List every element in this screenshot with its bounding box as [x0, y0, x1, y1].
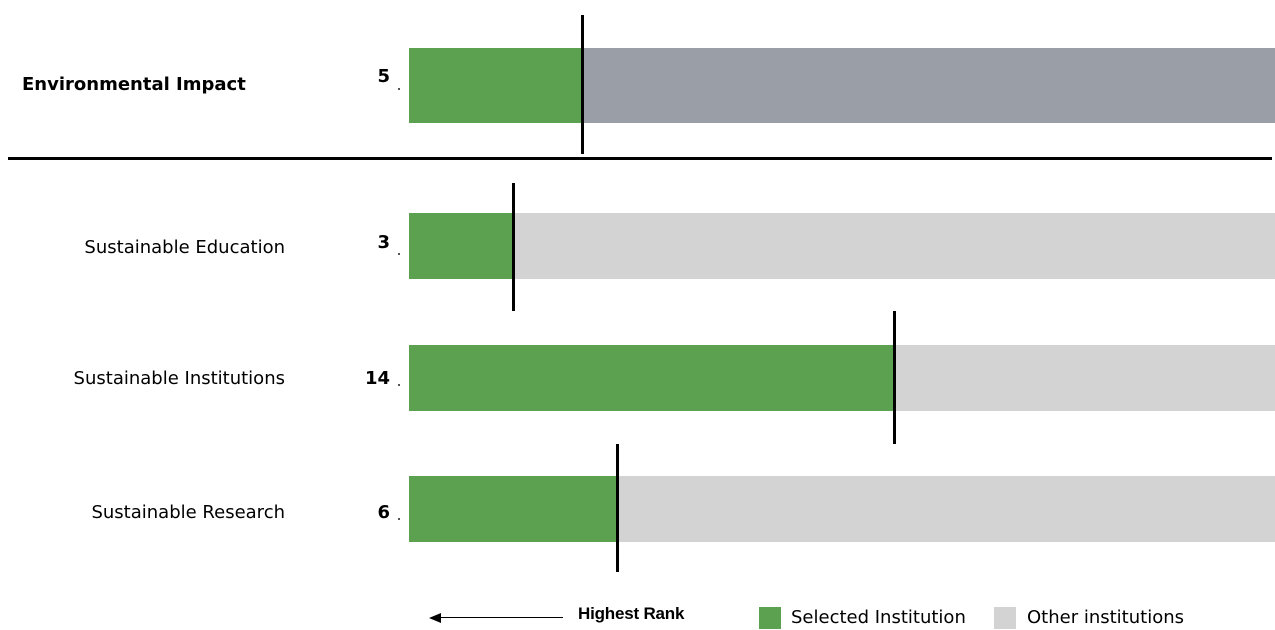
bar-track-sustainable-institutions [409, 345, 1275, 411]
bar-track-sustainable-research [409, 476, 1275, 542]
rank-value-environmental-impact: 5 [377, 66, 390, 87]
marker-environmental-impact [581, 15, 585, 154]
arrow-shaft [440, 617, 563, 618]
bar-track-sustainable-education [409, 213, 1275, 279]
legend-label-other: Other institutions [1027, 607, 1184, 628]
bar-environmental-impact [409, 48, 583, 123]
legend-swatch-other [994, 607, 1016, 629]
marker-sustainable-research [615, 444, 619, 572]
left-arrow-icon [429, 613, 441, 623]
rank-dot [398, 518, 400, 520]
bar-sustainable-institutions [409, 345, 894, 411]
rank-value-sustainable-research: 6 [377, 502, 390, 523]
bar-sustainable-research [409, 476, 617, 542]
marker-sustainable-institutions [892, 311, 896, 444]
category-label-sustainable-research: Sustainable Research [91, 502, 285, 523]
legend-label-selected: Selected Institution [791, 607, 966, 628]
category-label-environmental-impact: Environmental Impact [22, 74, 246, 95]
rank-value-sustainable-education: 3 [377, 232, 390, 253]
rank-value-sustainable-institutions: 14 [364, 368, 390, 389]
rank-dot [398, 253, 400, 255]
section-divider [8, 157, 1272, 160]
marker-sustainable-education [511, 183, 515, 311]
rank-dot [398, 384, 400, 386]
category-label-sustainable-education: Sustainable Education [84, 237, 285, 258]
highest-rank-label: Highest Rank [578, 604, 685, 623]
rank-dot [398, 88, 400, 90]
bar-track-environmental-impact [409, 48, 1275, 123]
bar-sustainable-education [409, 213, 513, 279]
legend-swatch-selected [759, 607, 781, 629]
category-label-sustainable-institutions: Sustainable Institutions [73, 368, 285, 389]
